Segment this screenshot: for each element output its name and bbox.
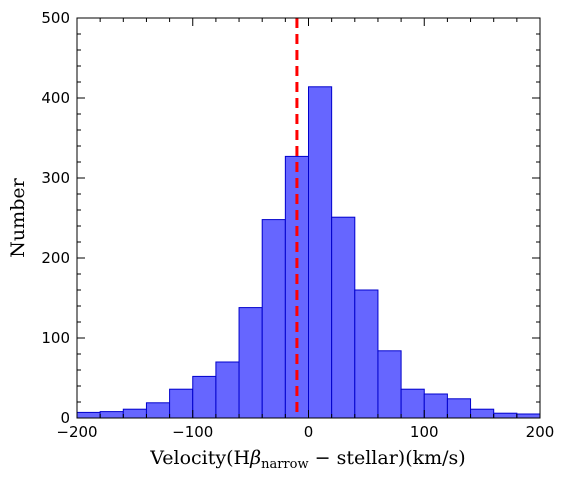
x-tick-label: 100 bbox=[410, 423, 439, 441]
y-tick-label: 500 bbox=[41, 9, 70, 27]
x-tick-label: −200 bbox=[56, 423, 97, 441]
histogram-bar bbox=[122, 408, 147, 419]
x-axis-label-subscript: narrow bbox=[261, 457, 309, 472]
histogram-bar bbox=[192, 375, 217, 419]
histogram-bar bbox=[423, 393, 448, 419]
histogram-bar bbox=[76, 411, 101, 419]
y-tick-label: 0 bbox=[60, 409, 70, 427]
x-axis-label-suffix: − stellar)(km/s) bbox=[309, 447, 466, 469]
y-tick-label: 200 bbox=[41, 249, 70, 267]
histogram-bar bbox=[400, 388, 425, 419]
x-tick-label: −100 bbox=[172, 423, 213, 441]
plot-frame bbox=[76, 17, 541, 419]
x-axis-label: Velocity(Hβnarrow − stellar)(km/s) bbox=[149, 447, 465, 472]
y-tick-label: 400 bbox=[41, 89, 70, 107]
histogram-bars bbox=[76, 86, 541, 419]
x-tick-label: 200 bbox=[526, 423, 555, 441]
histogram-bar bbox=[354, 289, 379, 419]
histogram-bar bbox=[261, 219, 286, 419]
x-axis-label-beta: β bbox=[249, 447, 261, 469]
histogram-bar bbox=[446, 398, 472, 419]
y-tick-label: 300 bbox=[41, 169, 70, 187]
histogram-bar bbox=[377, 350, 402, 419]
histogram-bar bbox=[308, 86, 333, 419]
histogram-bar bbox=[215, 361, 240, 419]
histogram-bar bbox=[470, 408, 495, 419]
histogram-bar bbox=[145, 402, 171, 419]
histogram-bar bbox=[99, 411, 124, 419]
histogram-bar bbox=[493, 412, 518, 419]
histogram-bar bbox=[169, 388, 194, 419]
x-axis-label-prefix: Velocity(H bbox=[149, 447, 250, 469]
histogram-bar bbox=[331, 216, 356, 419]
x-tick-label: 0 bbox=[304, 423, 314, 441]
y-tick-labels: 0 100 200 300 400 500 bbox=[41, 9, 70, 427]
x-tick-labels: −200 −100 0 100 200 bbox=[56, 423, 554, 441]
y-axis-label: Number bbox=[7, 177, 29, 257]
histogram-bar bbox=[238, 307, 263, 419]
histogram-bar bbox=[516, 413, 541, 419]
y-tick-label: 100 bbox=[41, 329, 70, 347]
